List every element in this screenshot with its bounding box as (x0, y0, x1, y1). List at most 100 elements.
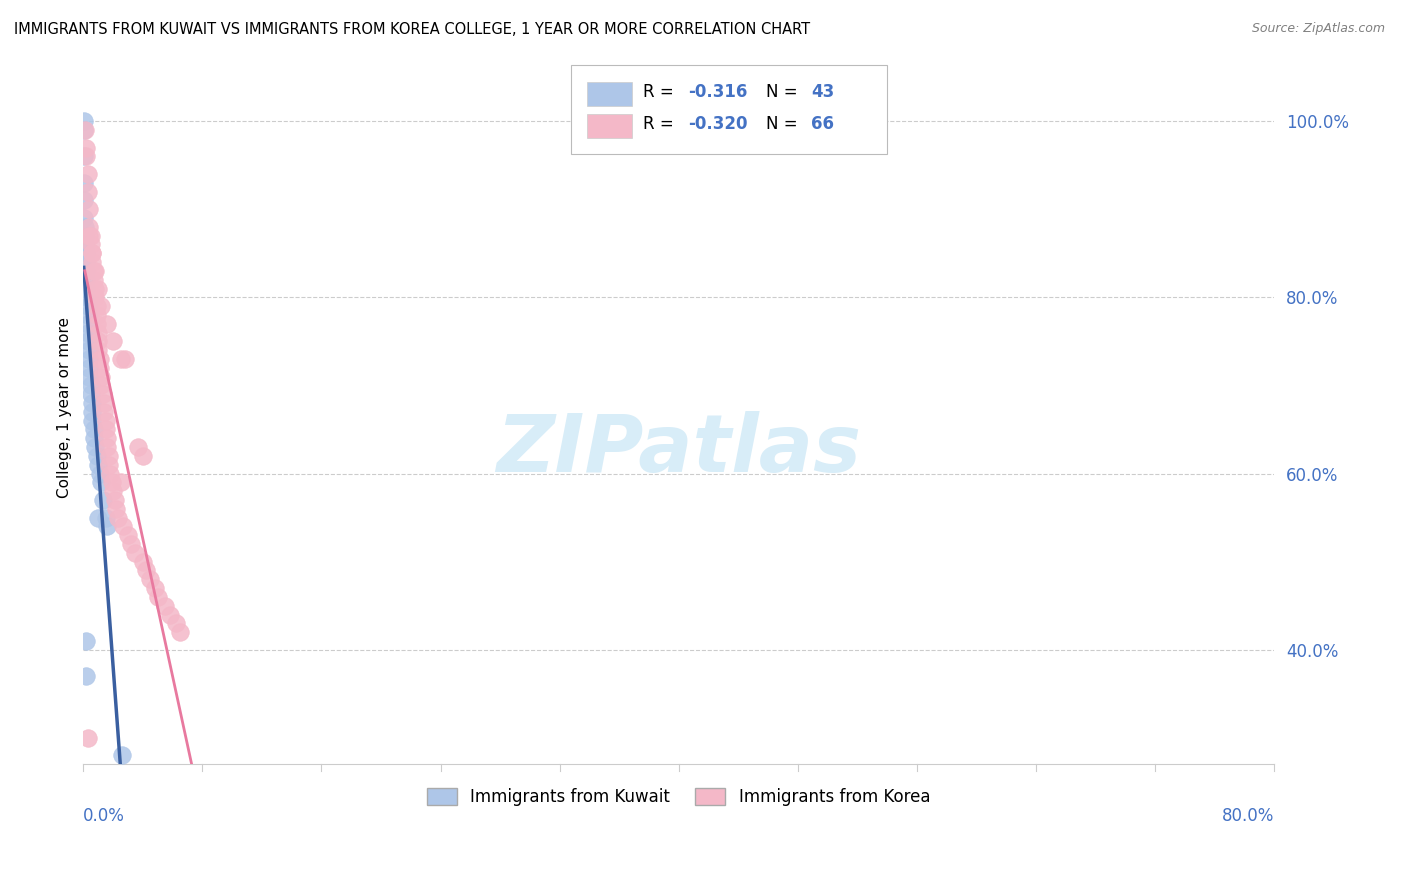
Point (153, 599, 176, 613)
Point (83, 431, 105, 445)
Point (82, 405, 104, 419)
Point (73, 123, 96, 137)
FancyBboxPatch shape (586, 82, 633, 106)
Point (110, 351, 132, 366)
Point (93, 396, 115, 410)
Point (75, 255, 97, 269)
Point (112, 519, 135, 533)
Point (132, 449, 155, 463)
Point (75, 246, 97, 260)
Point (96, 317, 118, 331)
Point (111, 748, 134, 763)
Point (73, 219, 96, 234)
Text: Source: ZipAtlas.com: Source: ZipAtlas.com (1251, 22, 1385, 36)
Point (94, 423, 117, 437)
Text: -0.316: -0.316 (688, 83, 748, 101)
Point (120, 537, 142, 551)
Point (82, 396, 104, 410)
Point (76, 167, 98, 181)
Point (83, 423, 105, 437)
Point (90, 369, 112, 384)
Point (82, 246, 104, 260)
Text: 0.0%: 0.0% (83, 807, 125, 825)
Point (139, 572, 162, 586)
Point (143, 581, 166, 595)
Point (105, 501, 128, 516)
Point (76, 299, 98, 313)
Point (91, 493, 114, 508)
Point (87, 334, 110, 349)
Text: IMMIGRANTS FROM KUWAIT VS IMMIGRANTS FROM KOREA COLLEGE, 1 YEAR OR MORE CORRELAT: IMMIGRANTS FROM KUWAIT VS IMMIGRANTS FRO… (14, 22, 810, 37)
Point (94, 510, 117, 524)
Point (87, 326, 110, 340)
Point (73, 114, 96, 128)
Point (75, 669, 97, 683)
Point (84, 440, 107, 454)
Point (93, 405, 115, 419)
Point (80, 387, 103, 401)
Point (73, 176, 96, 190)
Point (169, 625, 191, 640)
Point (84, 290, 107, 304)
Y-axis label: College, 1 year or more: College, 1 year or more (58, 317, 72, 498)
Point (97, 449, 120, 463)
Point (76, 308, 98, 322)
Text: 66: 66 (811, 115, 834, 133)
Point (90, 475, 112, 490)
Point (84, 281, 107, 295)
Point (73, 194, 96, 208)
Point (73, 211, 96, 225)
Point (76, 334, 98, 349)
Point (73, 123, 96, 137)
Point (127, 440, 149, 454)
Point (75, 140, 97, 154)
Point (87, 510, 110, 524)
Point (75, 149, 97, 163)
Point (77, 351, 100, 366)
Point (117, 528, 139, 542)
Point (96, 519, 118, 533)
Point (100, 475, 122, 490)
Text: 43: 43 (811, 83, 834, 101)
Point (135, 564, 157, 578)
Point (73, 237, 96, 252)
Point (114, 351, 136, 366)
Point (89, 351, 111, 366)
Point (86, 299, 108, 313)
Point (97, 458, 120, 472)
Text: R =: R = (643, 115, 679, 133)
Point (159, 607, 181, 622)
FancyBboxPatch shape (586, 114, 633, 138)
Point (146, 590, 169, 604)
Point (165, 616, 187, 631)
Point (75, 281, 97, 295)
Point (103, 493, 125, 508)
Point (80, 228, 103, 243)
Point (76, 317, 98, 331)
Point (94, 414, 117, 428)
Point (89, 467, 111, 481)
Point (83, 273, 105, 287)
Point (86, 308, 108, 322)
Text: N =: N = (766, 115, 803, 133)
Point (90, 378, 112, 392)
Point (87, 458, 110, 472)
Point (75, 634, 97, 648)
Point (96, 431, 118, 445)
Point (86, 449, 108, 463)
Point (132, 555, 155, 569)
Point (101, 334, 124, 349)
Point (75, 273, 97, 287)
Point (110, 475, 132, 490)
Point (87, 343, 110, 358)
Point (107, 510, 129, 524)
Point (77, 219, 100, 234)
Point (77, 228, 100, 243)
Point (73, 228, 96, 243)
Point (76, 185, 98, 199)
Text: 80.0%: 80.0% (1222, 807, 1274, 825)
Point (77, 343, 100, 358)
Point (76, 731, 98, 745)
Point (90, 299, 112, 313)
Point (96, 440, 118, 454)
